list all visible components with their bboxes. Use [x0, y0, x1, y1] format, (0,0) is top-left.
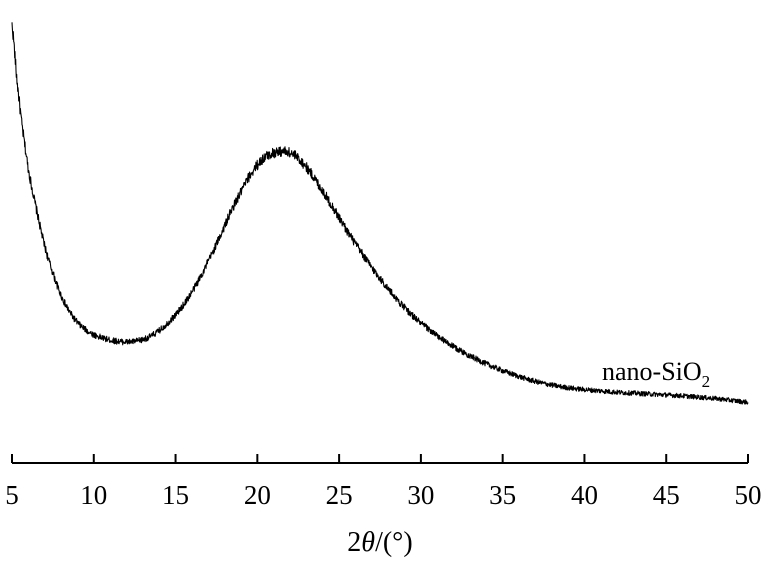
- series-label-text: nano-SiO: [602, 357, 702, 386]
- x-tick-label-5: 5: [5, 480, 19, 510]
- x-tick-label-25: 25: [326, 480, 353, 510]
- series-label: nano-SiO2: [602, 357, 710, 391]
- x-axis-tick-labels: 5 10 15 20 25 30 35 40 45 50: [5, 480, 761, 510]
- x-tick-label-50: 50: [735, 480, 762, 510]
- x-axis-title-number: 2: [347, 527, 361, 558]
- x-axis-title-unit: /(°): [375, 527, 413, 558]
- x-tick-label-40: 40: [571, 480, 598, 510]
- x-tick-label-30: 30: [407, 480, 434, 510]
- x-axis-title-symbol: θ: [361, 527, 375, 558]
- series-line-nano-sio2: [11, 22, 749, 405]
- x-tick-label-35: 35: [489, 480, 516, 510]
- x-tick-label-45: 45: [653, 480, 680, 510]
- x-tick-label-20: 20: [244, 480, 271, 510]
- x-tick-label-15: 15: [162, 480, 189, 510]
- plot-area: [11, 22, 749, 405]
- series-label-subscript: 2: [702, 372, 711, 391]
- x-axis-title: 2θ/(°): [347, 527, 412, 558]
- x-axis-ticks: [11, 454, 749, 463]
- x-tick-label-10: 10: [80, 480, 107, 510]
